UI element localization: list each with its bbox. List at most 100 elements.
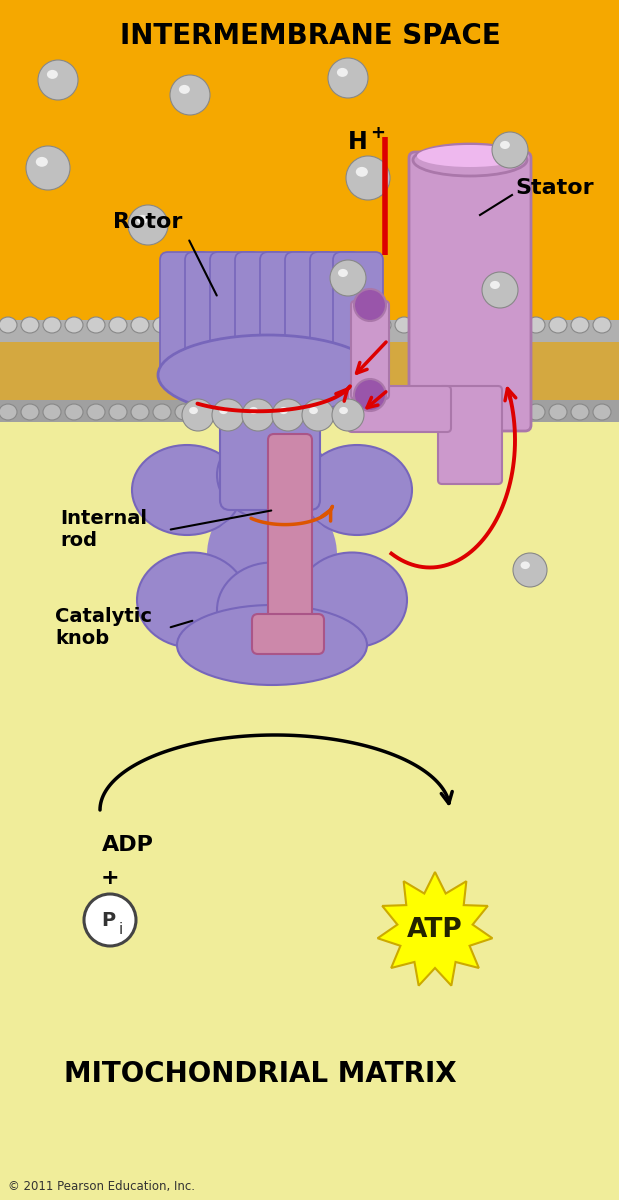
- Ellipse shape: [241, 317, 259, 332]
- Bar: [0, 320, 619, 342]
- Ellipse shape: [219, 317, 237, 332]
- Ellipse shape: [307, 317, 325, 332]
- Ellipse shape: [207, 490, 337, 620]
- Circle shape: [492, 132, 528, 168]
- Circle shape: [330, 260, 366, 296]
- Ellipse shape: [351, 404, 369, 420]
- Ellipse shape: [505, 317, 523, 332]
- Ellipse shape: [571, 317, 589, 332]
- Text: Stator: Stator: [515, 178, 594, 198]
- Ellipse shape: [177, 605, 367, 685]
- Ellipse shape: [337, 68, 348, 77]
- Ellipse shape: [302, 445, 412, 535]
- Ellipse shape: [527, 404, 545, 420]
- Text: MITOCHONDRIAL MATRIX: MITOCHONDRIAL MATRIX: [64, 1060, 456, 1088]
- Ellipse shape: [241, 404, 259, 420]
- Ellipse shape: [285, 317, 303, 332]
- Ellipse shape: [461, 317, 479, 332]
- Ellipse shape: [490, 281, 500, 289]
- Bar: [0, 400, 619, 422]
- Ellipse shape: [179, 85, 190, 94]
- FancyBboxPatch shape: [160, 252, 210, 388]
- FancyBboxPatch shape: [409, 152, 531, 431]
- Circle shape: [26, 146, 70, 190]
- Ellipse shape: [571, 404, 589, 420]
- Ellipse shape: [279, 407, 288, 414]
- Circle shape: [212, 398, 244, 431]
- Ellipse shape: [47, 70, 58, 79]
- FancyBboxPatch shape: [252, 614, 324, 654]
- Ellipse shape: [21, 317, 39, 332]
- Ellipse shape: [461, 404, 479, 420]
- Circle shape: [182, 398, 214, 431]
- Ellipse shape: [549, 404, 567, 420]
- Ellipse shape: [43, 317, 61, 332]
- Ellipse shape: [137, 215, 148, 224]
- Circle shape: [328, 58, 368, 98]
- Ellipse shape: [109, 404, 127, 420]
- Ellipse shape: [197, 404, 215, 420]
- Ellipse shape: [354, 379, 386, 410]
- Ellipse shape: [307, 404, 325, 420]
- Ellipse shape: [439, 404, 457, 420]
- Ellipse shape: [132, 445, 242, 535]
- Polygon shape: [378, 872, 492, 985]
- Ellipse shape: [158, 335, 378, 415]
- Text: +: +: [370, 124, 385, 142]
- Ellipse shape: [197, 317, 215, 332]
- Ellipse shape: [285, 404, 303, 420]
- Ellipse shape: [527, 317, 545, 332]
- Ellipse shape: [309, 407, 318, 414]
- Ellipse shape: [395, 404, 413, 420]
- FancyBboxPatch shape: [268, 434, 312, 622]
- Text: INTERMEMBRANE SPACE: INTERMEMBRANE SPACE: [119, 22, 500, 50]
- Ellipse shape: [338, 269, 348, 277]
- Text: Rotor: Rotor: [113, 212, 183, 232]
- Text: Internal
rod: Internal rod: [60, 510, 147, 551]
- Ellipse shape: [175, 404, 193, 420]
- Ellipse shape: [395, 317, 413, 332]
- FancyBboxPatch shape: [210, 252, 260, 388]
- Circle shape: [346, 156, 390, 200]
- Text: ATP: ATP: [407, 917, 463, 943]
- Text: © 2011 Pearson Education, Inc.: © 2011 Pearson Education, Inc.: [8, 1180, 195, 1193]
- Ellipse shape: [351, 317, 369, 332]
- Text: P: P: [101, 912, 115, 930]
- Circle shape: [242, 398, 274, 431]
- FancyBboxPatch shape: [438, 386, 502, 484]
- Ellipse shape: [0, 317, 17, 332]
- Ellipse shape: [153, 404, 171, 420]
- Ellipse shape: [65, 404, 83, 420]
- Ellipse shape: [373, 317, 391, 332]
- Ellipse shape: [329, 317, 347, 332]
- Ellipse shape: [354, 289, 386, 320]
- Ellipse shape: [549, 317, 567, 332]
- FancyBboxPatch shape: [185, 252, 235, 388]
- Text: H: H: [348, 130, 368, 154]
- Ellipse shape: [500, 140, 510, 149]
- Ellipse shape: [373, 404, 391, 420]
- Circle shape: [272, 398, 304, 431]
- Ellipse shape: [339, 407, 348, 414]
- Ellipse shape: [212, 510, 332, 580]
- Text: Catalytic
knob: Catalytic knob: [55, 607, 152, 648]
- FancyBboxPatch shape: [285, 252, 335, 388]
- FancyBboxPatch shape: [348, 386, 451, 432]
- Ellipse shape: [189, 407, 198, 414]
- Bar: [0, 0, 619, 420]
- Ellipse shape: [175, 317, 193, 332]
- Ellipse shape: [417, 317, 435, 332]
- Ellipse shape: [483, 317, 501, 332]
- Ellipse shape: [137, 552, 247, 648]
- Circle shape: [513, 553, 547, 587]
- Ellipse shape: [131, 317, 149, 332]
- Ellipse shape: [36, 157, 48, 167]
- Circle shape: [170, 74, 210, 115]
- Ellipse shape: [21, 404, 39, 420]
- Ellipse shape: [439, 317, 457, 332]
- Ellipse shape: [593, 404, 611, 420]
- Ellipse shape: [217, 563, 327, 658]
- Bar: [0, 340, 619, 404]
- Ellipse shape: [65, 317, 83, 332]
- Text: ADP: ADP: [102, 835, 154, 854]
